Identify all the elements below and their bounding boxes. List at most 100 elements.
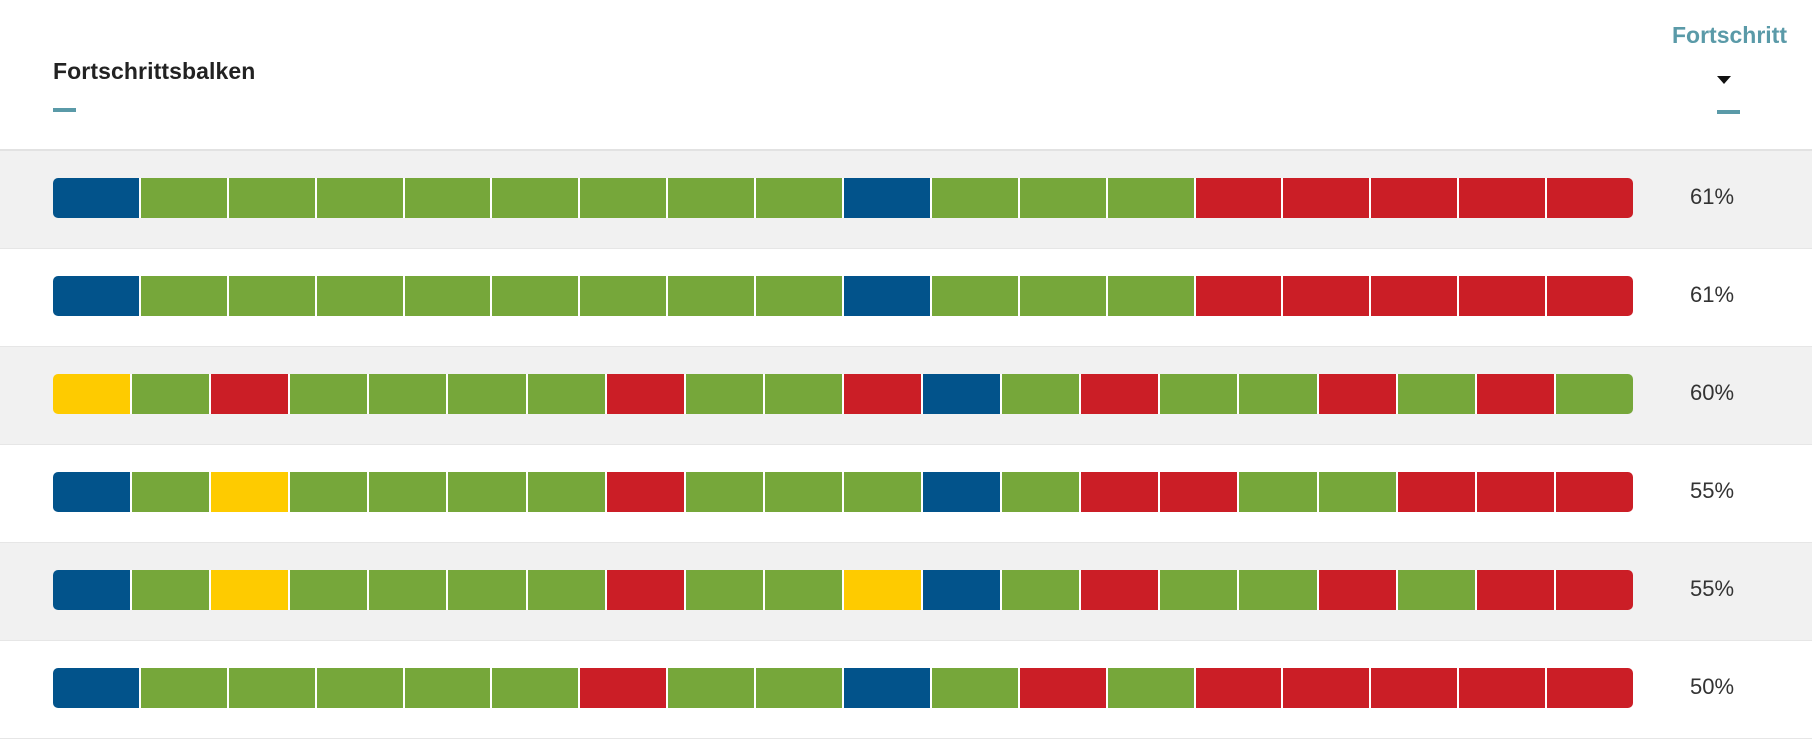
progress-segment-green: [132, 472, 212, 512]
progress-segment-green: [764, 570, 844, 610]
progress-bar[interactable]: [53, 276, 1633, 316]
progress-segment-green: [1239, 374, 1319, 414]
progress-segment-red: [1547, 276, 1633, 316]
progress-segment-green: [931, 668, 1020, 708]
table-row[interactable]: 55%: [0, 543, 1812, 641]
progress-segment-green: [685, 374, 765, 414]
progress-segment-green: [1239, 472, 1319, 512]
progress-segment-green: [685, 570, 765, 610]
progress-segment-green: [756, 668, 845, 708]
progress-segment-green: [931, 276, 1020, 316]
progress-segment-green: [1160, 570, 1240, 610]
progress-segment-red: [606, 374, 686, 414]
progress-bar[interactable]: [53, 668, 1633, 708]
progress-segment-green: [290, 472, 370, 512]
progress-segment-red: [1019, 668, 1108, 708]
progress-segment-red: [1081, 472, 1161, 512]
progress-segment-red: [843, 374, 924, 414]
progress-segment-green: [132, 570, 212, 610]
progress-segment-blue: [53, 570, 133, 610]
table-row[interactable]: 60%: [0, 347, 1812, 445]
progress-segment-blue: [53, 472, 133, 512]
progress-segment-red: [1476, 374, 1556, 414]
progress-segment-red: [606, 570, 686, 610]
progress-segment-blue: [844, 276, 932, 316]
progress-segment-green: [132, 374, 212, 414]
progress-segment-green: [1397, 570, 1477, 610]
progress-segment-green: [1397, 374, 1477, 414]
progress-segment-green: [290, 570, 370, 610]
progress-segment-yellow: [53, 374, 133, 414]
progress-segment-blue: [53, 178, 141, 218]
progress-segment-green: [290, 374, 370, 414]
progress-segment-red: [1547, 178, 1633, 218]
progress-bar[interactable]: [53, 374, 1633, 414]
progress-segment-red: [1081, 570, 1161, 610]
progress-segment-green: [492, 668, 581, 708]
progress-segment-green: [492, 276, 581, 316]
progress-segment-red: [1459, 178, 1548, 218]
progress-segment-green: [756, 178, 845, 218]
progress-segment-green: [1239, 570, 1319, 610]
progress-segment-green: [316, 276, 405, 316]
progress-segment-green: [1002, 570, 1082, 610]
table-row[interactable]: 61%: [0, 249, 1812, 347]
progress-segment-green: [764, 374, 844, 414]
progress-segment-red: [1476, 472, 1556, 512]
progress-segment-green: [369, 374, 449, 414]
progress-segment-green: [527, 570, 607, 610]
progress-bar[interactable]: [53, 472, 1633, 512]
progress-segment-green: [1002, 472, 1082, 512]
progress-segment-red: [606, 472, 686, 512]
progress-segment-red: [580, 668, 669, 708]
column-title-bars: Fortschrittsbalken: [53, 58, 256, 84]
progress-segment-green: [756, 276, 845, 316]
progress-segment-green: [668, 178, 757, 218]
progress-segment-green: [843, 472, 924, 512]
table-row[interactable]: 61%: [0, 151, 1812, 249]
progress-segment-red: [1555, 472, 1633, 512]
table-body: 61% 61% 60% 55% 55% 50%: [0, 151, 1812, 739]
progress-segment-green: [228, 668, 317, 708]
caret-down-icon[interactable]: [1717, 76, 1731, 84]
progress-segment-red: [1081, 374, 1161, 414]
column-underline: [53, 108, 76, 112]
progress-segment-green: [228, 276, 317, 316]
progress-segment-green: [404, 178, 493, 218]
progress-segment-green: [1019, 276, 1108, 316]
progress-percent: 61%: [1690, 184, 1735, 209]
progress-segment-green: [527, 472, 607, 512]
progress-segment-green: [492, 178, 581, 218]
progress-segment-green: [140, 178, 229, 218]
progress-segment-blue: [844, 668, 932, 708]
progress-segment-green: [527, 374, 607, 414]
progress-segment-green: [369, 472, 449, 512]
progress-bar[interactable]: [53, 570, 1633, 610]
progress-bar[interactable]: [53, 178, 1633, 218]
progress-segment-green: [369, 570, 449, 610]
column-underline: [1717, 110, 1740, 114]
progress-segment-red: [1195, 276, 1284, 316]
progress-segment-red: [1371, 178, 1460, 218]
progress-segment-yellow: [211, 472, 291, 512]
progress-segment-red: [1476, 570, 1556, 610]
table-header: Fortschrittsbalken Fortschritt: [0, 0, 1812, 151]
progress-segment-red: [1318, 374, 1398, 414]
progress-percent: 55%: [1690, 576, 1735, 601]
table-row[interactable]: 50%: [0, 641, 1812, 739]
progress-percent: 50%: [1690, 674, 1735, 699]
progress-segment-green: [448, 472, 528, 512]
table-row[interactable]: 55%: [0, 445, 1812, 543]
progress-segment-blue: [923, 570, 1003, 610]
progress-segment-green: [931, 178, 1020, 218]
column-header-progress[interactable]: Fortschritt: [1672, 22, 1792, 122]
progress-segment-green: [764, 472, 844, 512]
progress-segment-green: [448, 570, 528, 610]
progress-segment-red: [1371, 276, 1460, 316]
progress-segment-green: [1160, 374, 1240, 414]
progress-segment-green: [228, 178, 317, 218]
progress-segment-green: [316, 668, 405, 708]
progress-segment-red: [1195, 178, 1284, 218]
progress-segment-green: [448, 374, 528, 414]
column-title-progress[interactable]: Fortschritt: [1672, 22, 1787, 48]
